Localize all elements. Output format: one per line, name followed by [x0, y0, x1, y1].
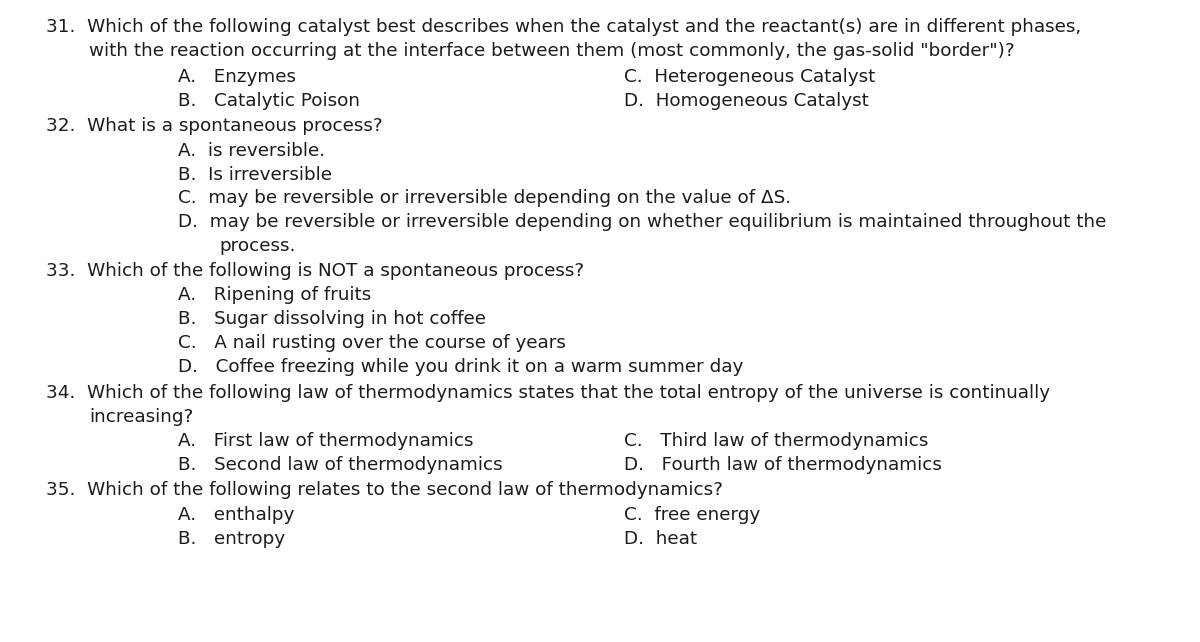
Text: 35.  Which of the following relates to the second law of thermodynamics?: 35. Which of the following relates to th…	[46, 482, 722, 499]
Text: 34.  Which of the following law of thermodynamics states that the total entropy : 34. Which of the following law of thermo…	[46, 384, 1050, 402]
Text: C.   A nail rusting over the course of years: C. A nail rusting over the course of yea…	[178, 334, 565, 352]
Text: A.   enthalpy: A. enthalpy	[178, 506, 294, 524]
Text: A.  is reversible.: A. is reversible.	[178, 142, 325, 160]
Text: C.  may be reversible or irreversible depending on the value of ΔS.: C. may be reversible or irreversible dep…	[178, 189, 791, 207]
Text: B.   Second law of thermodynamics: B. Second law of thermodynamics	[178, 456, 503, 474]
Text: D.   Fourth law of thermodynamics: D. Fourth law of thermodynamics	[624, 456, 942, 474]
Text: with the reaction occurring at the interface between them (most commonly, the ga: with the reaction occurring at the inter…	[89, 42, 1014, 60]
Text: 33.  Which of the following is NOT a spontaneous process?: 33. Which of the following is NOT a spon…	[46, 262, 583, 280]
Text: process.: process.	[220, 237, 296, 255]
Text: B.   Catalytic Poison: B. Catalytic Poison	[178, 92, 360, 110]
Text: C.   Third law of thermodynamics: C. Third law of thermodynamics	[624, 432, 929, 450]
Text: A.   First law of thermodynamics: A. First law of thermodynamics	[178, 432, 473, 450]
Text: A.   Enzymes: A. Enzymes	[178, 68, 295, 86]
Text: D.  heat: D. heat	[624, 530, 697, 548]
Text: D.  Homogeneous Catalyst: D. Homogeneous Catalyst	[624, 92, 869, 110]
Text: D.   Coffee freezing while you drink it on a warm summer day: D. Coffee freezing while you drink it on…	[178, 358, 743, 376]
Text: 32.  What is a spontaneous process?: 32. What is a spontaneous process?	[46, 117, 383, 135]
Text: A.   Ripening of fruits: A. Ripening of fruits	[178, 286, 371, 304]
Text: D.  may be reversible or irreversible depending on whether equilibrium is mainta: D. may be reversible or irreversible dep…	[178, 213, 1106, 231]
Text: B.   Sugar dissolving in hot coffee: B. Sugar dissolving in hot coffee	[178, 310, 486, 328]
Text: increasing?: increasing?	[89, 408, 193, 426]
Text: B.  Is irreversible: B. Is irreversible	[178, 166, 331, 184]
Text: C.  Heterogeneous Catalyst: C. Heterogeneous Catalyst	[624, 68, 875, 86]
Text: C.  free energy: C. free energy	[624, 506, 761, 524]
Text: 31.  Which of the following catalyst best describes when the catalyst and the re: 31. Which of the following catalyst best…	[46, 18, 1081, 36]
Text: B.   entropy: B. entropy	[178, 530, 284, 548]
